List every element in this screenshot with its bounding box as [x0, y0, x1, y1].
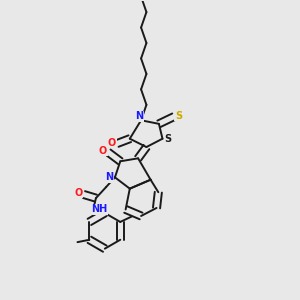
Text: N: N	[106, 172, 114, 182]
Text: S: S	[175, 110, 182, 121]
Text: O: O	[108, 138, 116, 148]
Text: NH: NH	[91, 204, 108, 214]
Text: O: O	[74, 188, 83, 198]
Text: S: S	[164, 134, 171, 144]
Text: N: N	[136, 111, 144, 121]
Text: O: O	[99, 146, 107, 156]
